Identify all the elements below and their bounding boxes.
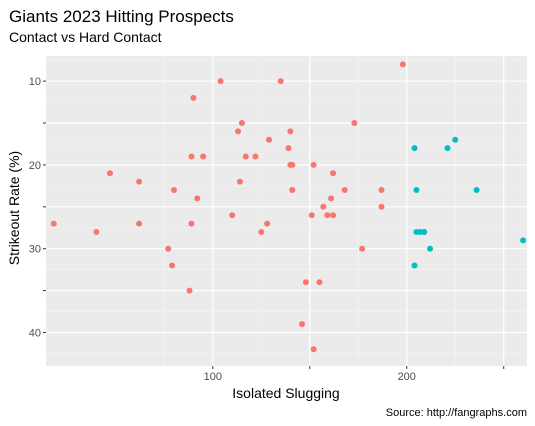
data-point <box>289 161 296 168</box>
y-tick-label: 40 <box>29 327 41 339</box>
major-gridlines <box>46 56 527 366</box>
data-point <box>310 346 317 353</box>
data-point <box>229 212 236 219</box>
data-point <box>452 136 459 143</box>
data-point <box>411 145 418 152</box>
data-point <box>200 153 207 160</box>
data-point <box>242 153 249 160</box>
data-point <box>107 170 114 177</box>
data-point <box>194 195 201 202</box>
data-point <box>287 128 294 135</box>
data-point <box>217 78 224 85</box>
x-axis-label: Isolated Slugging <box>232 385 339 401</box>
data-point <box>188 220 195 227</box>
data-point <box>169 262 176 269</box>
x-tick-label: 200 <box>398 371 416 383</box>
data-point <box>444 145 451 152</box>
data-point <box>258 228 265 235</box>
data-point <box>136 220 143 227</box>
data-point <box>320 203 327 210</box>
data-point <box>473 187 480 194</box>
data-point <box>411 262 418 269</box>
data-point <box>299 321 306 328</box>
data-point <box>186 287 193 294</box>
data-point <box>285 145 292 152</box>
data-point <box>330 212 337 219</box>
data-point <box>165 245 172 252</box>
y-tick-label: 10 <box>29 76 41 88</box>
data-point <box>302 279 309 286</box>
data-point <box>341 187 348 194</box>
y-tick-label: 20 <box>29 160 41 172</box>
data-point <box>264 220 271 227</box>
data-point <box>289 187 296 194</box>
data-point <box>50 220 57 227</box>
plot-panel <box>46 56 527 366</box>
data-point <box>190 94 197 101</box>
data-point <box>252 153 259 160</box>
data-point <box>188 153 195 160</box>
data-point <box>266 136 273 143</box>
chart-caption: Source: http://fangraphs.com <box>386 407 527 419</box>
y-axis-label: Strikeout Rate (%) <box>6 151 22 265</box>
data-point <box>427 245 434 252</box>
data-point <box>235 128 242 135</box>
data-point <box>236 178 243 185</box>
data-point <box>421 228 428 235</box>
axis-ticks <box>43 80 505 369</box>
data-point <box>413 187 420 194</box>
data-point <box>310 161 317 168</box>
data-point <box>399 61 406 68</box>
data-point <box>378 203 385 210</box>
data-point <box>359 245 366 252</box>
x-tick-label: 100 <box>204 371 222 383</box>
minor-gridlines <box>46 56 527 366</box>
data-point <box>316 279 323 286</box>
data-point <box>328 195 335 202</box>
chart-subtitle: Contact vs Hard Contact <box>9 29 162 45</box>
data-point <box>308 212 315 219</box>
data-point <box>277 78 284 85</box>
data-point <box>171 187 178 194</box>
data-point <box>93 228 100 235</box>
data-point <box>324 212 331 219</box>
chart-title: Giants 2023 Hitting Prospects <box>9 7 234 26</box>
data-point <box>238 120 245 127</box>
data-point <box>351 120 358 127</box>
tick-labels: 100 200 10 20 30 40 <box>29 76 416 383</box>
data-point <box>136 178 143 185</box>
data-points <box>50 61 527 353</box>
data-point <box>378 187 385 194</box>
data-point <box>520 237 527 244</box>
data-point <box>330 170 337 177</box>
y-tick-label: 30 <box>29 244 41 256</box>
